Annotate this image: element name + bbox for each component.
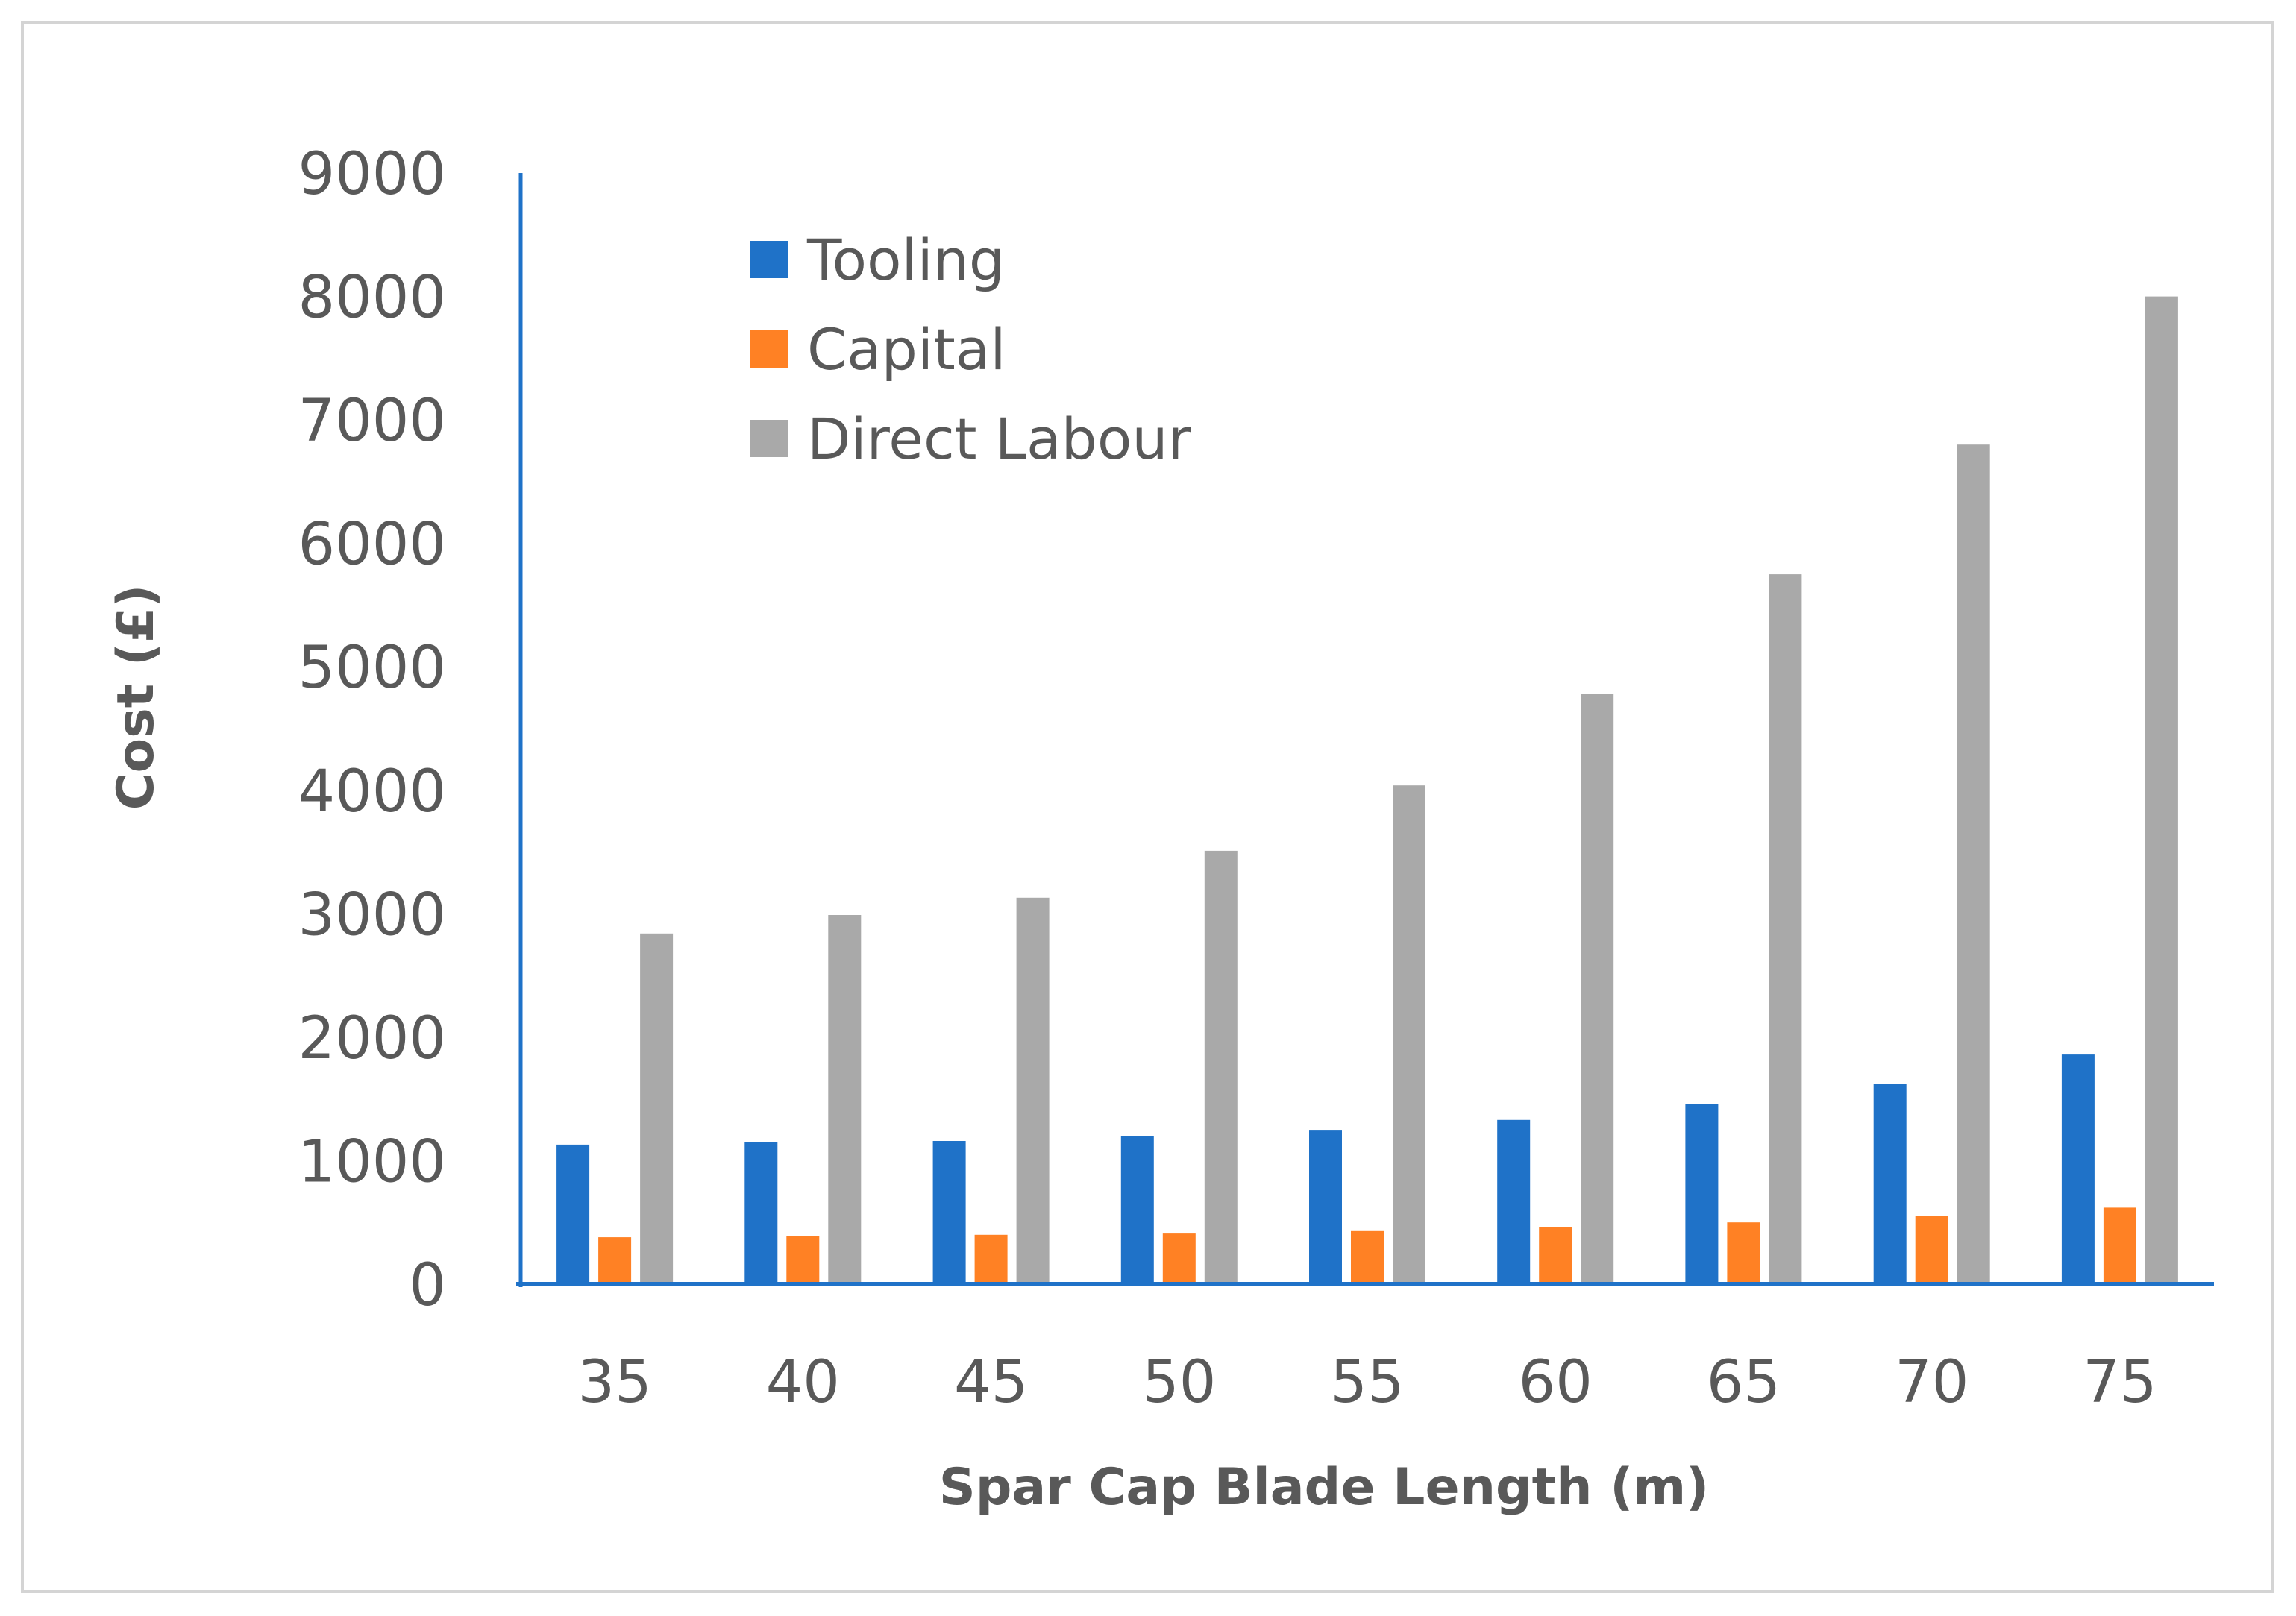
- bar-tooling-35: [556, 1144, 590, 1284]
- legend-label: Tooling: [806, 227, 1005, 293]
- y-tick-label: 0: [409, 1252, 446, 1319]
- y-tick-label: 3000: [298, 881, 446, 949]
- y-axis-title: Cost (£): [107, 585, 166, 811]
- bar-direct-labour-75: [2145, 296, 2178, 1285]
- bar-capital-75: [2103, 1207, 2136, 1284]
- bar-capital-60: [1539, 1227, 1572, 1284]
- bar-capital-40: [786, 1236, 820, 1284]
- bar-tooling-50: [1120, 1136, 1154, 1284]
- legend-item-direct-labour: Direct Labour: [750, 406, 1192, 472]
- y-tick-label: 7000: [298, 388, 446, 455]
- axes-layer: [516, 173, 2214, 1287]
- chart-frame: [21, 21, 2274, 1593]
- x-tick-label: 65: [1707, 1349, 1781, 1416]
- bar-tooling-70: [1873, 1084, 1907, 1284]
- legend-swatch: [750, 420, 788, 457]
- bar-direct-labour-70: [1957, 444, 1990, 1285]
- bar-tooling-75: [2061, 1054, 2095, 1284]
- x-tick-label: 35: [577, 1349, 651, 1416]
- x-tick-label: 55: [1330, 1349, 1404, 1416]
- legend-swatch: [750, 241, 788, 278]
- legend-label: Capital: [807, 316, 1006, 383]
- bar-capital-35: [598, 1237, 632, 1284]
- bar-tooling-65: [1685, 1104, 1719, 1284]
- ticks-layer: 0 1000 2000 3000 4000 5000 6000 7000 8000 9000 35 4…: [298, 141, 2157, 1416]
- bar-tooling-40: [744, 1142, 778, 1284]
- bar-capital-70: [1915, 1216, 1948, 1284]
- x-tick-label: 75: [2083, 1349, 2157, 1416]
- bar-direct-labour-40: [828, 915, 862, 1284]
- legend: Tooling Capital Direct Labour: [750, 227, 1192, 472]
- y-tick-label: 9000: [298, 141, 446, 208]
- bar-direct-labour-35: [640, 933, 674, 1284]
- legend-item-tooling: Tooling: [750, 227, 1005, 293]
- bar-tooling-55: [1309, 1130, 1342, 1284]
- legend-label: Direct Labour: [807, 406, 1192, 472]
- bars-layer: [556, 296, 2178, 1285]
- x-tick-label: 45: [954, 1349, 1028, 1416]
- x-tick-label: 40: [766, 1349, 840, 1416]
- legend-item-capital: Capital: [750, 316, 1006, 383]
- bar-capital-45: [974, 1234, 1008, 1284]
- y-tick-label: 8000: [298, 265, 446, 332]
- bar-direct-labour-45: [1016, 897, 1050, 1284]
- bar-capital-65: [1727, 1222, 1760, 1284]
- x-tick-label: 70: [1895, 1349, 1969, 1416]
- x-tick-label: 60: [1519, 1349, 1593, 1416]
- bar-direct-labour-65: [1769, 574, 1802, 1284]
- bar-tooling-60: [1497, 1119, 1531, 1284]
- y-tick-label: 5000: [298, 635, 446, 702]
- y-tick-label: 2000: [298, 1005, 446, 1072]
- bar-direct-labour-50: [1204, 850, 1238, 1284]
- y-tick-label: 1000: [298, 1128, 446, 1195]
- y-tick-label: 4000: [298, 758, 446, 826]
- bar-capital-55: [1351, 1230, 1384, 1284]
- bar-capital-50: [1162, 1233, 1196, 1284]
- bar-tooling-45: [932, 1141, 966, 1284]
- y-tick-label: 6000: [298, 512, 446, 579]
- x-tick-label: 50: [1142, 1349, 1216, 1416]
- legend-swatch: [750, 330, 788, 368]
- bar-direct-labour-60: [1581, 694, 1614, 1284]
- x-axis-title: Spar Cap Blade Length (m): [939, 1458, 1710, 1517]
- bar-direct-labour-55: [1393, 785, 1425, 1284]
